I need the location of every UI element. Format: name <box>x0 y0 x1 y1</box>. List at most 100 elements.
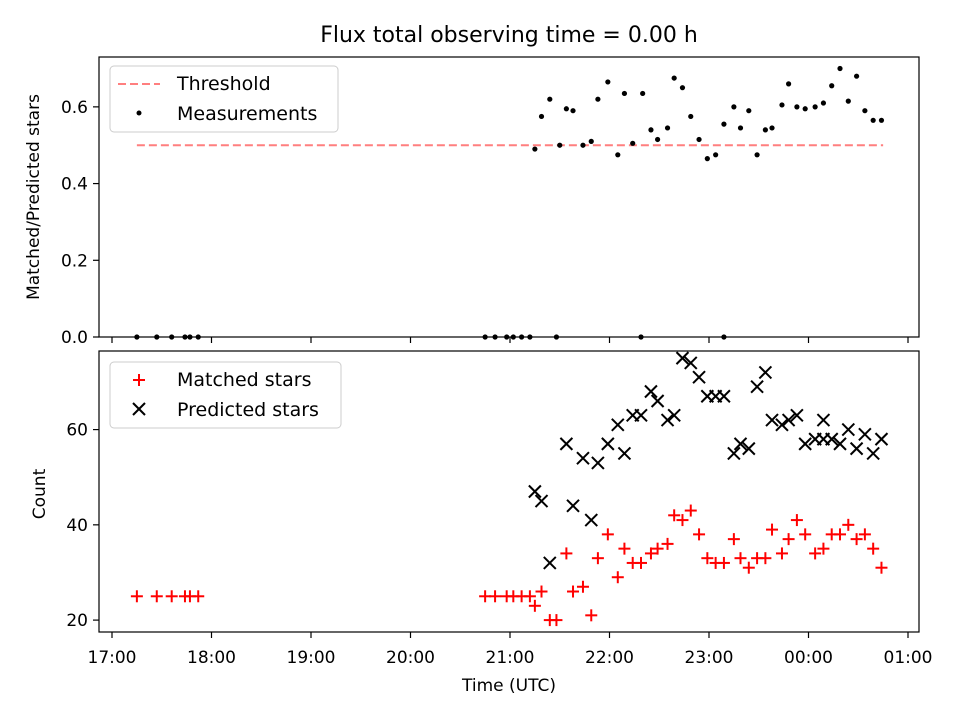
matched-star-point <box>759 552 772 565</box>
predicted-star-point <box>833 437 847 451</box>
predicted-star-point <box>528 484 542 499</box>
bottom-axes-frame <box>98 350 920 633</box>
matched-star-point <box>668 509 681 522</box>
bottom-x-ticks: 17:00 18:00 19:00 20:00 21:00 22:00 23:00 00:00… <box>88 632 933 668</box>
matched-star-point <box>850 533 863 546</box>
x-tick-label: 20:00 <box>386 648 435 668</box>
predicted-legend-swatch <box>132 402 146 416</box>
top-y-axis-label: Matched/Predicted stars <box>24 94 44 300</box>
measurement-point <box>688 113 694 120</box>
measurement-point <box>547 96 553 102</box>
measurement-point <box>853 73 860 79</box>
measurement-point <box>605 79 611 85</box>
measurement-point <box>786 81 792 87</box>
x-tick-label: 17:00 <box>88 648 137 668</box>
measurement-point <box>621 90 628 97</box>
matched-star-point <box>742 561 755 574</box>
predicted-star-point <box>765 413 779 427</box>
measurement-point <box>779 102 785 108</box>
matched-star-point <box>701 552 714 565</box>
top-y-tick-label: 0.0 <box>61 328 88 348</box>
matched-star-point <box>717 556 730 569</box>
measurement-point <box>630 140 636 146</box>
measurement-point <box>588 138 594 144</box>
top-panel: Flux total observing time = 0.00 h Match… <box>24 23 920 348</box>
measurement-point <box>615 152 621 158</box>
matched-star-point <box>192 590 205 603</box>
predicted-star-point <box>543 556 557 570</box>
predicted-star-point <box>798 437 812 451</box>
top-axes-frame <box>98 56 920 338</box>
matched-star-point <box>842 518 855 531</box>
matched-star-point <box>591 552 604 565</box>
matched-star-point <box>867 542 880 555</box>
predicted-star-point <box>660 413 675 427</box>
top-y-tick-label: 0.4 <box>61 175 88 195</box>
measurement-point <box>802 106 808 112</box>
top-y-ticks: 0.0 0.2 0.4 0.6 <box>61 98 99 348</box>
bottom-panel: Count Time (UTC) 20 40 60 17:00 18:00 19:00 2… <box>30 350 933 696</box>
matched-star-point <box>576 580 589 593</box>
matched-star-point <box>585 609 598 622</box>
top-x-ticks <box>111 337 909 343</box>
matched-legend-swatch <box>133 374 145 386</box>
predicted-star-point <box>841 422 856 437</box>
measurement-point <box>870 117 876 123</box>
bottom-y-axis-label: Count <box>30 468 50 519</box>
chart-title: Flux total observing time = 0.00 h <box>320 23 698 48</box>
bottom-y-tick-label: 60 <box>66 421 88 441</box>
measurement-point <box>769 125 775 131</box>
x-tick-label: 00:00 <box>784 648 833 668</box>
measurement-point <box>754 152 760 158</box>
measurement-point <box>746 108 752 114</box>
matched-star-point <box>834 528 847 541</box>
matched-star-point <box>130 590 143 603</box>
matched-star-point <box>618 542 631 555</box>
matched-star-point <box>661 537 674 550</box>
bottom-legend: Matched stars Predicted stars <box>109 361 342 429</box>
predicted-star-point <box>874 432 889 446</box>
matched-star-point <box>635 556 648 569</box>
matched-star-point <box>567 585 580 598</box>
measurement-point <box>640 90 646 97</box>
measurement-point <box>862 108 868 114</box>
measurement-point <box>762 127 768 133</box>
predicted-star-point <box>644 384 658 399</box>
measurement-point <box>563 106 569 112</box>
matched-star-point <box>790 514 803 527</box>
predicted-star-point <box>750 380 764 394</box>
top-legend-box <box>109 65 339 133</box>
bottom-y-ticks: 20 40 60 <box>66 421 99 631</box>
matched-star-point <box>651 542 664 555</box>
matched-star-point <box>734 552 747 565</box>
measurement-point <box>671 75 677 81</box>
predicted-legend-label: Predicted stars <box>177 399 319 421</box>
matched-star-point <box>644 547 657 560</box>
measurement-point <box>696 136 702 143</box>
predicted-star-point <box>611 418 625 432</box>
matched-star-point <box>799 528 812 541</box>
predicted-star-point <box>566 499 580 513</box>
predicted-star-point <box>675 351 690 365</box>
bottom-y-tick-label: 40 <box>66 516 88 536</box>
measurement-point <box>713 152 719 158</box>
x-tick-label: 18:00 <box>187 648 236 668</box>
measurement-point <box>648 127 654 133</box>
matched-legend-label: Matched stars <box>177 369 311 391</box>
top-legend: Threshold Measurements <box>109 65 339 133</box>
measurement-point <box>837 65 843 72</box>
predicted-star-point <box>650 394 665 408</box>
predicted-star-point <box>727 446 741 461</box>
measurement-point <box>570 108 576 114</box>
bottom-plot-area <box>130 351 889 627</box>
predicted-star-point <box>733 437 748 451</box>
matched-star-point <box>727 533 740 546</box>
measurement-point <box>679 85 686 91</box>
measurements-legend-swatch <box>136 110 142 116</box>
predicted-star-point <box>584 513 598 527</box>
measurement-point <box>538 113 545 120</box>
x-tick-label: 23:00 <box>685 648 734 668</box>
matched-star-point <box>817 542 830 555</box>
predicted-star-point <box>667 408 681 423</box>
measurement-point <box>721 121 727 127</box>
